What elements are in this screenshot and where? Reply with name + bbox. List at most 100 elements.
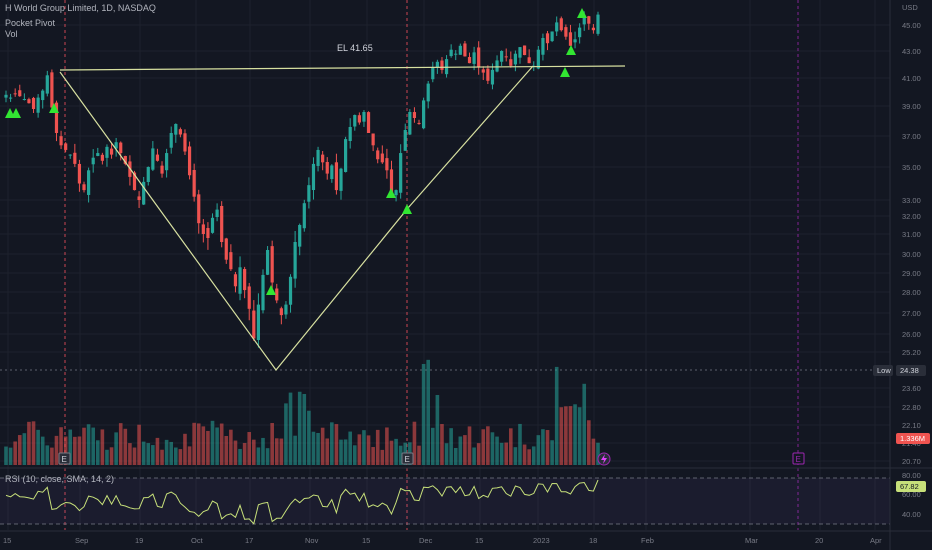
candle-body	[54, 102, 59, 133]
volume-bar	[307, 410, 311, 465]
candle-body	[444, 59, 449, 75]
candle-body	[463, 43, 467, 57]
price-tick-label: 20.70	[902, 457, 921, 466]
volume-bar	[270, 422, 274, 465]
candle-body	[105, 146, 109, 158]
earnings-marker-2[interactable]: E	[401, 452, 414, 465]
volume-bar	[518, 423, 522, 465]
price-tick-label: 26.00	[902, 330, 921, 339]
volume-bar	[256, 447, 261, 465]
candle-body	[64, 143, 68, 150]
lightning-icon[interactable]	[597, 452, 611, 466]
candle-body	[220, 205, 224, 242]
candle-body	[389, 169, 394, 197]
price-tick-label: 29.00	[902, 269, 921, 278]
time-tick-label: 18	[589, 536, 597, 545]
rsi-value: 67.82	[900, 482, 919, 491]
candle-body	[119, 142, 123, 154]
earnings-marker-upcoming[interactable]: E	[792, 452, 805, 465]
candle-body	[215, 209, 219, 218]
candle-body	[4, 94, 8, 98]
earnings-marker-1[interactable]: E	[58, 452, 71, 465]
candle-body	[233, 274, 238, 287]
volume-bar	[495, 436, 499, 465]
volume-bar	[541, 429, 545, 465]
volume-bar	[504, 442, 509, 465]
time-tick-label: Mar	[745, 536, 758, 545]
volume-bar	[4, 446, 8, 465]
candle-body	[174, 124, 178, 135]
candle-body	[224, 238, 228, 260]
volume-bar	[499, 442, 504, 465]
price-tick-label: 25.20	[902, 348, 921, 357]
candle-body	[77, 163, 82, 184]
volume-bar	[302, 393, 307, 465]
volume-bar	[527, 449, 531, 465]
volume-bar	[155, 437, 160, 465]
candle-body	[160, 165, 164, 174]
candle-body	[564, 27, 568, 37]
candle-body	[50, 72, 54, 108]
rsi-label: RSI (10, close, SMA, 14, 2)	[5, 474, 114, 484]
candle-body	[380, 153, 384, 163]
price-tick-label: 31.00	[902, 230, 921, 239]
candle-body	[550, 31, 554, 42]
volume-bar	[252, 439, 256, 465]
volume-bar	[297, 391, 302, 465]
candle-body	[408, 112, 412, 135]
volume-bar	[467, 426, 472, 465]
annotation-label: EL 41.65	[337, 43, 373, 53]
candle-body	[114, 142, 118, 149]
candle-body	[559, 18, 563, 31]
candle-body	[27, 99, 31, 104]
v-pattern-line	[59, 65, 534, 371]
volume-bar	[123, 428, 128, 465]
trendlines	[59, 65, 626, 371]
volume-bar	[357, 434, 362, 465]
candle-body	[435, 61, 439, 68]
volume-bar	[522, 444, 527, 465]
candle-body	[325, 162, 329, 174]
candle-body	[210, 217, 215, 233]
pocket-pivot-marker	[566, 45, 576, 55]
candle-body	[41, 90, 45, 101]
symbol-title: H World Group Limited, 1D, NASDAQ	[5, 3, 156, 13]
candle-body	[591, 27, 596, 31]
rsi-tick-label: 40.00	[902, 510, 921, 519]
volume-bar	[334, 424, 339, 465]
volume-bar	[352, 445, 357, 465]
candle-body	[132, 172, 137, 191]
candle-body	[22, 99, 26, 100]
volume-bar	[192, 422, 196, 465]
candle-body	[394, 190, 398, 196]
volume-bar	[417, 445, 421, 465]
volume-bar	[242, 443, 247, 465]
candle-body	[541, 38, 545, 55]
candle-body	[417, 122, 421, 124]
time-tick-label: Apr	[870, 536, 882, 545]
volume-bar	[40, 436, 45, 465]
candle-body	[509, 59, 513, 66]
candle-body	[243, 268, 247, 291]
candlesticks	[4, 11, 600, 348]
candle-body	[357, 115, 361, 123]
low-value-box	[896, 365, 926, 376]
time-tick-label: Oct	[191, 536, 204, 545]
volume-bar	[229, 429, 233, 465]
candle-body	[440, 60, 444, 70]
rsi-line	[5, 479, 599, 525]
volume-bar	[325, 438, 330, 465]
volume-bar	[118, 423, 123, 465]
volume-value: 1.336M	[900, 434, 925, 443]
pocket-pivot-marker	[386, 188, 396, 198]
price-tick-label: 37.00	[902, 132, 921, 141]
volume-bar	[160, 449, 164, 465]
candle-body	[330, 165, 334, 180]
candle-body	[399, 153, 403, 193]
volume-bar	[421, 363, 426, 465]
candle-body	[321, 154, 325, 163]
volume-bar	[536, 435, 541, 465]
candle-body	[100, 154, 104, 161]
volume-bar	[141, 441, 146, 465]
